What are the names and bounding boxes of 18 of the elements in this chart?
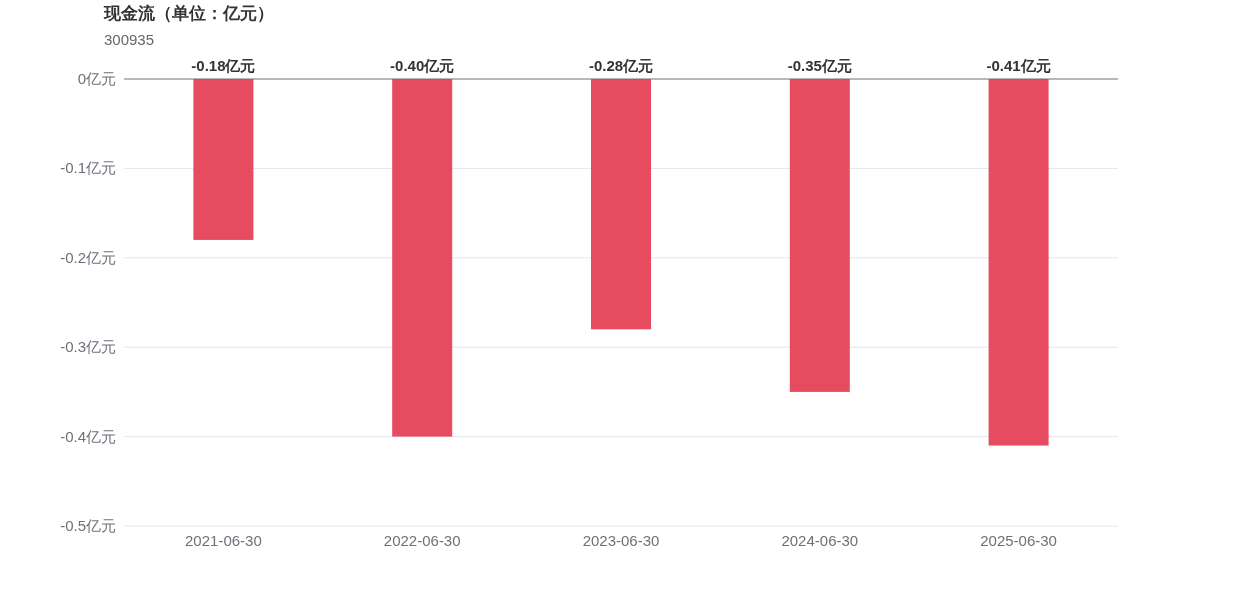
data-label: -0.18亿元	[191, 57, 256, 74]
chart-title: 现金流（单位：亿元）	[103, 4, 274, 23]
y-tick-label: 0亿元	[77, 70, 116, 87]
x-tick-label: 2022-06-30	[383, 532, 461, 549]
x-tick-label: 2025-06-30	[980, 532, 1057, 549]
x-tick-label: 2021-06-30	[185, 532, 262, 549]
y-tick-label: -0.5亿元	[60, 517, 116, 534]
data-label: -0.35亿元	[787, 57, 852, 74]
chart-subtitle: 300935	[104, 31, 155, 48]
y-tick-label: -0.4亿元	[60, 427, 116, 445]
y-tick-label: -0.3亿元	[60, 338, 116, 356]
data-label: -0.28亿元	[588, 57, 654, 74]
x-tick-label: 2024-06-30	[781, 532, 859, 549]
x-tick-label: 2023-06-30	[582, 532, 660, 549]
data-label: -0.41亿元	[986, 57, 1051, 74]
y-tick-label: -0.2亿元	[60, 248, 116, 266]
data-label: -0.40亿元	[390, 57, 455, 74]
y-tick-label: -0.1亿元	[60, 159, 116, 177]
